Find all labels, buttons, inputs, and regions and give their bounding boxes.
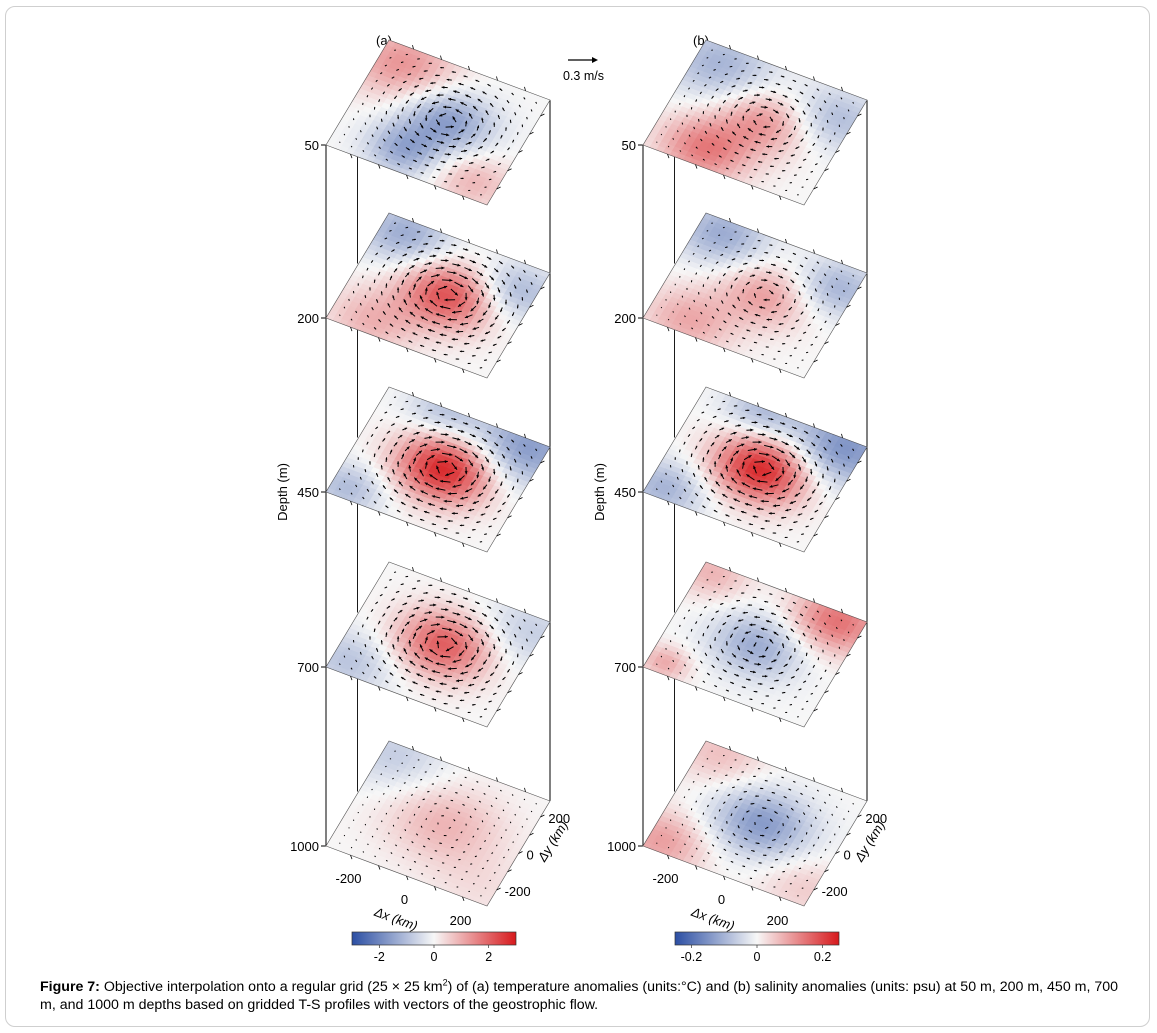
vector-scale: 0.3 m/s <box>563 57 604 83</box>
depth-tick-label: 450 <box>614 485 636 500</box>
depth-tick-label: 1000 <box>290 839 319 854</box>
y-tick-label: 0 <box>527 848 534 863</box>
layer-1000m <box>325 740 551 907</box>
depth-tick-label: 200 <box>297 311 319 326</box>
colorbar-tick-label: 0.2 <box>814 950 831 964</box>
layer-200m <box>325 212 551 438</box>
colorbar-tick-label: 0 <box>431 950 438 964</box>
layer-700m <box>325 561 551 792</box>
y-tick-label: 0 <box>844 848 851 863</box>
caption-sup: 2 <box>442 977 448 988</box>
x-tick-label: 0 <box>718 892 725 907</box>
x-tick-label: 200 <box>450 913 472 928</box>
depth-tick-label: 200 <box>614 311 636 326</box>
layer-450m <box>642 386 868 613</box>
x-tick-label: 200 <box>767 913 789 928</box>
caption-text-1: Objective interpolation onto a regular g… <box>99 979 443 995</box>
y-tick-label: -200 <box>822 884 848 899</box>
colorbar-tick-label: 0 <box>754 950 761 964</box>
x-tick-label: -200 <box>652 871 678 886</box>
y-tick-label: -200 <box>505 884 531 899</box>
y-tick-label: 200 <box>548 811 570 826</box>
depth-axis-label: Depth (m) <box>275 463 290 521</box>
depth-tick-label: 1000 <box>607 839 636 854</box>
layer-1000m <box>642 740 868 907</box>
layer-200m <box>642 212 868 438</box>
depth-tick-label: 450 <box>297 485 319 500</box>
depth-axis-label: Depth (m) <box>592 463 607 521</box>
colorbar-tick-label: -2 <box>374 950 385 964</box>
layer-450m <box>325 386 551 613</box>
colorbar <box>674 931 840 946</box>
layer-700m <box>642 561 868 792</box>
x-axis-label: Δx (km) <box>371 904 419 934</box>
layer-50m <box>642 39 868 264</box>
colorbar-tick-label: 2 <box>485 950 492 964</box>
colorbar <box>351 931 517 946</box>
figure-caption: Figure 7: Objective interpolation onto a… <box>40 978 1125 1014</box>
depth-tick-label: 50 <box>622 138 636 153</box>
caption-text-2: ) of (a) temperature anomalies (units:°C… <box>40 979 1119 1013</box>
layer-50m <box>325 39 551 264</box>
vector-scale-label: 0.3 m/s <box>563 69 604 83</box>
depth-tick-label: 700 <box>614 660 636 675</box>
depth-tick-label: 700 <box>297 660 319 675</box>
colorbar-tick-label: -0.2 <box>681 950 703 964</box>
depth-tick-label: 50 <box>305 138 319 153</box>
figure-frame <box>5 6 1150 1027</box>
x-tick-label: 0 <box>401 892 408 907</box>
caption-prefix: Figure 7: <box>40 979 100 995</box>
x-axis-label: Δx (km) <box>688 904 736 934</box>
y-tick-label: 200 <box>865 811 887 826</box>
x-tick-label: -200 <box>335 871 361 886</box>
